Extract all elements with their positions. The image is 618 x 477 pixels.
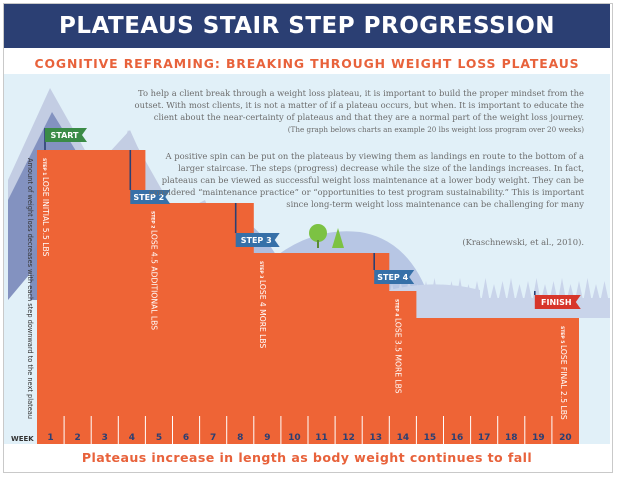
- flag-finish: FINISH: [533, 291, 581, 309]
- pine-tree: [490, 284, 498, 300]
- pine-tree: [583, 278, 592, 300]
- flag-banner: [45, 128, 87, 142]
- week-label-8: 8: [237, 433, 243, 443]
- week-label-5: 5: [156, 433, 162, 443]
- week-label-19: 19: [532, 433, 545, 443]
- week-dividers: [63, 416, 553, 444]
- week-label-7: 7: [210, 433, 216, 443]
- week-label-15: 15: [424, 433, 437, 443]
- week-label-16: 16: [451, 433, 464, 443]
- flag-banner: [374, 270, 415, 284]
- week-label-2: 2: [75, 433, 81, 443]
- paragraph-intro-text: To help a client break through a weight …: [134, 88, 584, 122]
- week-label-9: 9: [264, 433, 270, 443]
- week-label-6: 6: [183, 433, 189, 443]
- step-labels: STEP 1 LOSE INITIAL 5.5 LBS STEP 2 LOSE 4…: [41, 158, 568, 420]
- week-label-10: 10: [288, 433, 301, 443]
- subtitle: COGNITIVE REFRAMING: BREAKING THROUGH WE…: [34, 56, 580, 71]
- week-axis-label: WEEK: [11, 435, 34, 443]
- pine-tree: [592, 284, 600, 300]
- week-label-13: 13: [369, 433, 382, 443]
- flag-label: STEP 3: [241, 236, 272, 245]
- flag-banner: [235, 233, 280, 247]
- week-label-3: 3: [102, 433, 108, 443]
- step-tag: STEP 4: [393, 299, 399, 318]
- step-label-4: STEP 4 LOSE 3.5 MORE LBS: [393, 299, 402, 394]
- flag-banner: [534, 295, 581, 309]
- step-text: LOSE INITIAL 5.5 LBS: [41, 177, 50, 257]
- flag-label: STEP 2: [133, 193, 164, 202]
- pine-tree: [600, 281, 609, 300]
- week-label-14: 14: [397, 433, 410, 443]
- step-tag: STEP 5: [559, 326, 565, 345]
- week-label-12: 12: [342, 433, 355, 443]
- y-axis-caption: Amount of weight loss decreases with eac…: [26, 158, 34, 419]
- title-banner: PLATEAUS STAIR STEP PROGRESSION: [4, 4, 610, 48]
- step-text: LOSE 3.5 MORE LBS: [393, 318, 402, 394]
- pine-tree: [558, 278, 566, 300]
- step-text: LOSE 4 MORE LBS: [258, 280, 267, 349]
- week-tick-labels: 1 2 3 4 5 6 7 8 9 10 11 12 13 14 15 16 17 18 19 20: [47, 433, 571, 443]
- page-title: PLATEAUS STAIR STEP PROGRESSION: [58, 13, 556, 39]
- paragraph-intro-note: (The graph belows charts an example 20 l…: [287, 125, 584, 134]
- step-label-2: STEP 2 LOSE 4.5 ADDITIONAL LBS: [149, 211, 158, 330]
- pine-tree: [464, 284, 473, 300]
- pine-tree: [524, 281, 532, 300]
- pine-tree: [447, 281, 456, 300]
- week-label-4: 4: [129, 433, 135, 443]
- flags: START STEP 2 STEP 3 STEP 4 FINISH: [44, 128, 581, 309]
- flag-step-2: STEP 2: [129, 150, 171, 204]
- step-text: LOSE 4.5 ADDITIONAL LBS: [149, 230, 158, 330]
- flag-label: START: [50, 131, 79, 140]
- bottom-caption: Plateaus increase in length as body weig…: [81, 450, 533, 465]
- orange-staircase: [37, 150, 579, 444]
- step-text: LOSE FINAL 2.5 LBS: [559, 345, 568, 420]
- step-label-1: STEP 1 LOSE INITIAL 5.5 LBS: [41, 158, 50, 257]
- pine-tree: [422, 281, 430, 300]
- week-label-20: 20: [559, 433, 572, 443]
- pine-tree: [515, 284, 524, 300]
- flag-step-4: STEP 4: [373, 253, 415, 284]
- week-label-18: 18: [505, 433, 518, 443]
- week-label-11: 11: [315, 433, 328, 443]
- pine-tree: [456, 278, 464, 300]
- pine-tree: [473, 281, 481, 300]
- paragraph-positive-spin: A positive spin can be put on the platea…: [148, 151, 584, 209]
- step-tag: STEP 3: [258, 261, 264, 280]
- step-tag: STEP 2: [149, 211, 155, 230]
- citation: (Kraschnewski, et al., 2010).: [462, 237, 584, 247]
- paragraph-intro: To help a client break through a weight …: [114, 87, 584, 136]
- step-label-5: STEP 5 LOSE FINAL 2.5 LBS: [559, 326, 568, 420]
- pine-tree: [430, 278, 439, 300]
- pine-tree: [439, 284, 447, 300]
- pine-tree: [507, 278, 515, 300]
- flag-label: FINISH: [541, 298, 572, 307]
- pine-tree: [498, 281, 507, 300]
- flag-label: STEP 4: [377, 273, 408, 282]
- flag-banner: [130, 190, 171, 204]
- week-label-17: 17: [478, 433, 491, 443]
- step-label-3: STEP 3 LOSE 4 MORE LBS: [258, 261, 267, 348]
- week-label-1: 1: [47, 433, 53, 443]
- pine-tree: [481, 278, 490, 300]
- step-tag: STEP 1: [41, 158, 47, 177]
- flag-step-3: STEP 3: [234, 203, 280, 247]
- flag-start: START: [44, 128, 87, 150]
